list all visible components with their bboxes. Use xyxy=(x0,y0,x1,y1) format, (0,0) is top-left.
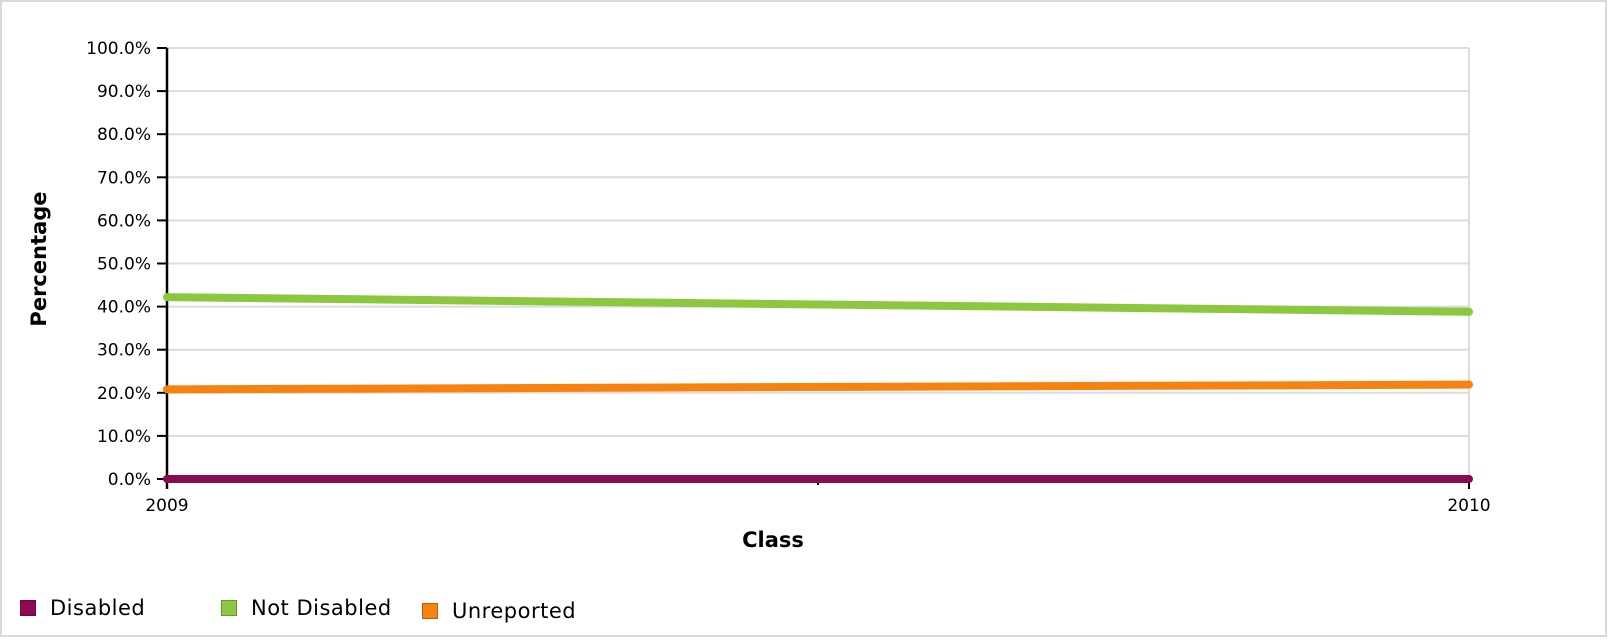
legend-item-unreported: Unreported xyxy=(422,599,576,623)
y-tick-label: 70.0% xyxy=(97,168,151,188)
y-tick-label: 0.0% xyxy=(108,470,151,490)
data-point-unreported xyxy=(163,385,171,394)
x-tick-label: 2010 xyxy=(1447,496,1490,516)
series-lines xyxy=(163,293,1473,483)
legend-swatch xyxy=(422,603,438,619)
data-point-unreported xyxy=(1465,380,1473,389)
y-tick-label: 90.0% xyxy=(97,82,151,102)
y-tick-label: 20.0% xyxy=(97,384,151,404)
legend-swatch xyxy=(20,600,36,616)
y-tick-label: 100.0% xyxy=(86,39,151,59)
gridlines xyxy=(167,47,1470,480)
x-tick-labels: 2009 2010 xyxy=(145,496,1490,516)
y-tick-label: 60.0% xyxy=(97,211,151,231)
y-tick-label: 80.0% xyxy=(97,125,151,145)
y-tick-labels: 0.0% 10.0% 20.0% 30.0% 40.0% 50.0% 60.0% 70.0% 8… xyxy=(86,39,151,490)
legend-label: Not Disabled xyxy=(251,596,392,620)
y-tick-label: 40.0% xyxy=(97,298,151,318)
legend-label: Unreported xyxy=(452,599,577,623)
y-axis-title: Percentage xyxy=(27,191,51,326)
series-line-unreported xyxy=(166,380,1470,394)
legend: Disabled Not Disabled Unreported xyxy=(20,596,720,626)
data-point-not-disabled xyxy=(163,293,171,302)
legend-item-disabled: Disabled xyxy=(20,596,145,620)
axes xyxy=(157,47,1470,489)
legend-item-not-disabled: Not Disabled xyxy=(221,596,392,620)
data-point-disabled xyxy=(163,475,171,483)
x-axis-title: Class xyxy=(742,528,804,552)
data-point-disabled xyxy=(1465,475,1473,483)
legend-label: Disabled xyxy=(50,596,146,620)
series-line-not-disabled xyxy=(166,293,1470,316)
y-tick-label: 50.0% xyxy=(97,255,151,275)
y-tick-label: 30.0% xyxy=(97,341,151,361)
y-tick-label: 10.0% xyxy=(97,427,151,447)
x-tick-label: 2009 xyxy=(145,496,188,516)
data-point-not-disabled xyxy=(1465,307,1473,316)
legend-swatch xyxy=(221,600,237,616)
